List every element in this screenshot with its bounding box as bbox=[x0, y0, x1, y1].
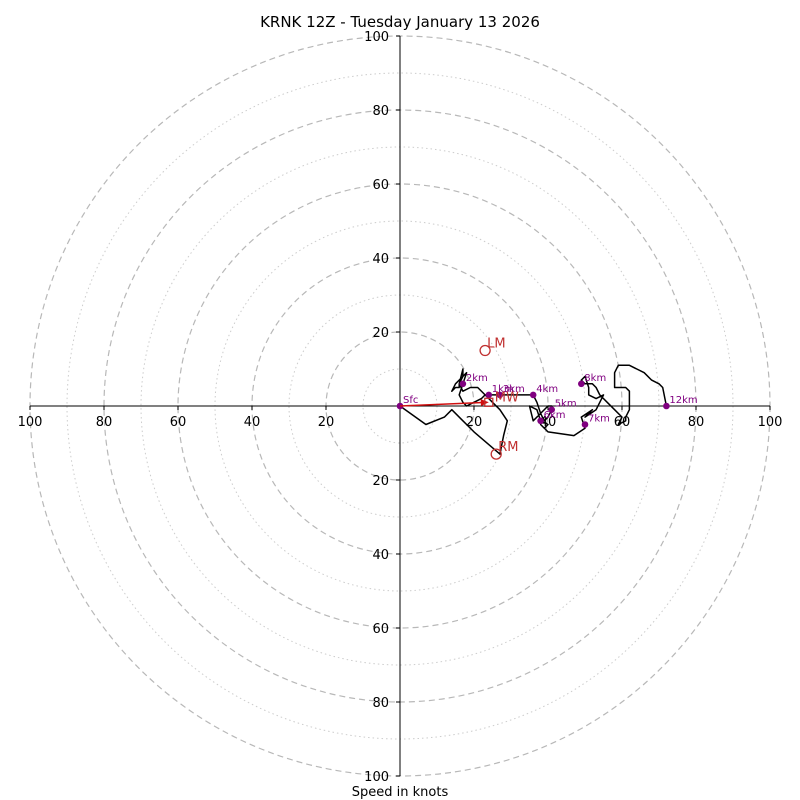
y-tick-label: 80 bbox=[372, 104, 389, 119]
y-tick-label: 80 bbox=[372, 696, 389, 711]
x-tick-label: 20 bbox=[318, 415, 335, 430]
y-tick-label: 100 bbox=[364, 30, 389, 45]
tick-labels: 100 80 60 40 20 20 40 60 80 100100806040202040608… bbox=[18, 30, 783, 785]
height-marker-5km bbox=[548, 406, 555, 414]
chart-title: KRNK 12Z - Tuesday January 13 2026 bbox=[260, 13, 540, 31]
x-tick-label: 80 bbox=[688, 415, 705, 430]
y-tick-label: 40 bbox=[372, 548, 389, 563]
x-tick-label: 60 bbox=[170, 415, 187, 430]
storm-motion: MW LM RM bbox=[399, 337, 519, 460]
x-tick-label: 20 bbox=[466, 415, 483, 430]
x-axis-label: Speed in knots bbox=[352, 785, 449, 800]
storm-motion-lm-marker bbox=[479, 344, 491, 357]
wind-trace bbox=[399, 364, 668, 455]
storm-motion-rm-marker bbox=[490, 448, 502, 460]
height-marker-3km bbox=[496, 391, 504, 399]
height-label-2km: 2km bbox=[466, 373, 488, 384]
height-label-7km: 7km bbox=[588, 414, 610, 425]
x-tick-label: 40 bbox=[244, 415, 261, 430]
mean-wind-label: MW bbox=[495, 390, 519, 405]
storm-motion-rm-label: RM bbox=[498, 440, 518, 455]
height-label-6km: 6km bbox=[544, 410, 566, 421]
wind-profile-line bbox=[399, 364, 668, 455]
x-tick-label: 100 bbox=[758, 415, 783, 430]
y-tick-label: 40 bbox=[372, 252, 389, 267]
y-tick-label: 100 bbox=[364, 770, 389, 785]
height-label-5km: 5km bbox=[555, 399, 577, 410]
height-marker-8km bbox=[578, 380, 585, 388]
height-label-12km: 12km bbox=[669, 395, 697, 406]
height-marker-2km bbox=[459, 380, 467, 388]
x-tick-label: 80 bbox=[96, 415, 113, 430]
y-tick-label: 20 bbox=[372, 326, 389, 341]
height-marker-12km bbox=[663, 402, 670, 410]
mean-wind-vector bbox=[399, 401, 483, 407]
height-marker-7km bbox=[581, 421, 589, 428]
height-label-sfc: Sfc bbox=[403, 395, 418, 406]
mean-wind-marker bbox=[484, 397, 494, 407]
height-label-1km: 1km bbox=[492, 384, 514, 395]
height-marker-6km bbox=[537, 417, 544, 425]
storm-motion-lm-label: LM bbox=[487, 337, 505, 352]
height-marker-4km bbox=[529, 391, 537, 399]
y-tick-label: 60 bbox=[372, 178, 389, 193]
y-tick-label: 60 bbox=[372, 622, 389, 637]
height-marker-1km bbox=[485, 391, 493, 399]
y-tick-label: 20 bbox=[372, 474, 389, 489]
height-label-4km: 4km bbox=[536, 384, 558, 395]
height-label-3km: 3km bbox=[503, 384, 525, 395]
x-tick-label: 100 bbox=[18, 415, 43, 430]
height-label-8km: 8km bbox=[584, 373, 606, 384]
